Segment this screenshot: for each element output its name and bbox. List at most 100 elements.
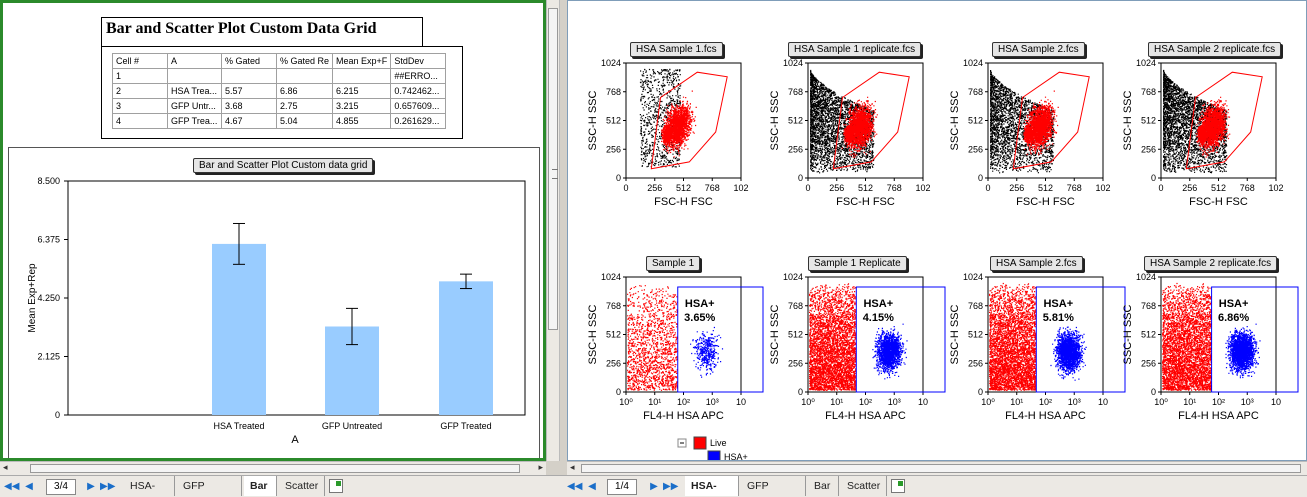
scatter-plot-fsc-ssc[interactable]: 0 256 512 768 1024 0 256 512 768 102 FSC-H FSC SSC-… [949,58,1111,208]
tab-scatter-plot[interactable]: Scatter Plot [841,476,888,496]
grid-cell[interactable]: 2 [112,83,168,99]
hsa-gate-rect[interactable] [677,286,764,393]
prev-page-icon[interactable]: ◀ [588,481,596,492]
bar[interactable] [212,243,266,415]
grid-cell[interactable]: 3 [112,98,168,114]
next-page-icon[interactable]: ▶ [650,481,658,492]
live-gate-polygon[interactable] [650,71,728,170]
grid-cell[interactable] [332,68,392,84]
grid-header-cell[interactable]: A [167,53,222,69]
grid-cell[interactable]: 6.215 [332,83,392,99]
hsa-gate-rect[interactable] [855,286,946,393]
new-page-icon[interactable] [329,479,343,493]
grid-cell[interactable] [167,68,222,84]
bar-chart-title[interactable]: Bar and Scatter Plot Custom data grid [193,158,374,173]
grid-cell[interactable]: 3.215 [332,98,392,114]
scroll-left-icon[interactable]: ◂ [3,462,8,472]
grid-header-cell[interactable]: % Gated [221,53,277,69]
scatter-plot-apc-ssc[interactable]: 0 256 512 768 1024 10⁰ 10¹ 10² 10³ 10 FL4-H HSA AP… [769,272,946,422]
plot-title-row1[interactable]: HSA Sample 1 replicate.fcs [788,42,922,57]
grid-header-cell[interactable]: Cell # [112,53,168,69]
tab-bar-plot[interactable]: Bar Plot [244,476,277,496]
data-grid-table[interactable]: Cell # A% Gated% Gated Re Mean Exp+F StdDev… [112,53,447,129]
scroll-left-icon[interactable]: ◂ [570,462,575,472]
tab-scatter-plot[interactable]: Scatter Plot [279,476,326,496]
last-page-icon[interactable]: ▶▶ [663,481,679,492]
hsa-gate-rect[interactable] [1211,286,1299,393]
grid-row[interactable]: 1 ##ERRO... [112,68,447,84]
y-axis-label: SSC-H SSC [949,304,961,364]
plot-title-row2[interactable]: Sample 1 [646,256,701,271]
last-page-icon[interactable]: ▶▶ [100,481,116,492]
grid-cell[interactable]: 0.742462... [390,83,447,99]
left-horizontal-scrollbar[interactable]: ◂ ▸ [0,461,546,475]
tab-hsa-apc-staining[interactable]: HSA-APC Staining [124,476,175,496]
bar-chart-panel[interactable]: Bar and Scatter Plot Custom data grid 0 2… [8,147,540,458]
next-page-icon[interactable]: ▶ [87,481,95,492]
population-legend[interactable]: Live HSA+ [677,436,748,461]
vertical-scroll-thumb[interactable] [548,8,558,330]
bar[interactable] [439,281,493,415]
hsa-gate-rect[interactable] [1035,286,1126,393]
grid-cell[interactable]: HSA Trea... [167,83,222,99]
grid-cell[interactable]: ##ERRO... [390,68,447,84]
grid-cell[interactable]: 4.67 [221,113,277,129]
plot-title-row2[interactable]: HSA Sample 2.fcs [990,256,1083,271]
first-page-icon[interactable]: ◀◀ [4,481,20,492]
plot-title-row1[interactable]: HSA Sample 2 replicate.fcs [1148,42,1282,57]
grid-row[interactable]: 4 GFP Trea... 4.67 5.04 4.855 0.261629... [112,113,447,129]
live-gate-polygon[interactable] [832,71,910,170]
plot-title-row1[interactable]: HSA Sample 2.fcs [992,42,1085,57]
grid-cell[interactable]: 6.86 [275,83,334,99]
grid-cell[interactable]: 4.855 [332,113,392,129]
grid-cell[interactable] [275,68,334,84]
grid-cell[interactable]: 0.657609... [390,98,447,114]
x-tick-label: GFP Treated [440,421,491,431]
tab-gfp-expression[interactable]: GFP Expression [741,476,806,496]
tab-bar-plot[interactable]: Bar Plot [808,476,840,496]
scatter-plot-apc-ssc[interactable]: 0 256 512 768 1024 10⁰ 10¹ 10² 10³ 10 FL4-H HSA AP… [949,272,1126,422]
grid-row[interactable]: 3 GFP Untr... 3.68 2.75 3.215 0.657609... [112,98,447,114]
left-layout-pane[interactable]: Bar and Scatter Plot Custom Data Grid Ce… [0,0,546,461]
first-page-icon[interactable]: ◀◀ [567,481,583,492]
grid-cell[interactable] [221,68,277,84]
grid-row[interactable]: 2 HSA Trea... 5.57 6.86 6.215 0.742462... [112,83,447,99]
grid-header-cell[interactable]: % Gated Re [275,53,334,69]
page-indicator[interactable]: 1/4 [607,479,637,495]
grid-cell[interactable]: 3.68 [221,98,277,114]
scatter-plot-fsc-ssc[interactable]: 0 256 512 768 1024 0 256 512 768 102 FSC-H FSC SSC-… [1122,58,1284,208]
tab-gfp-expression[interactable]: GFP Expression [177,476,242,496]
horizontal-scroll-thumb[interactable] [30,464,520,473]
new-page-icon[interactable] [891,479,905,493]
horizontal-scroll-thumb[interactable] [581,464,1301,473]
scroll-right-icon[interactable]: ▸ [538,462,543,472]
grid-cell[interactable]: GFP Untr... [167,98,222,114]
plot-title-row2[interactable]: HSA Sample 2 replicate.fcs [1144,256,1278,271]
pane-splitter[interactable] [560,0,567,461]
scatter-plot-apc-ssc[interactable]: 0 256 512 768 1024 10⁰ 10¹ 10² 10³ 10 FL4-H HSA AP… [1122,272,1299,422]
scatter-plot-fsc-ssc[interactable]: 0 256 512 768 1024 0 256 512 768 102 FSC-H FSC SSC-… [587,58,749,208]
grid-cell[interactable]: GFP Trea... [167,113,222,129]
right-layout-pane[interactable]: 0 256 512 768 1024 0 256 512 768 102 FSC-H FSC SSC-… [567,0,1307,461]
y-axis-label: SSC-H SSC [949,90,961,150]
scatter-plot-apc-ssc[interactable]: 0 256 512 768 1024 10⁰ 10¹ 10² 10³ 10 FL4-H HSA AP… [587,272,764,422]
grid-header-cell[interactable]: StdDev [390,53,447,69]
grid-cell[interactable]: 2.75 [275,98,334,114]
grid-header-cell[interactable]: Mean Exp+F [332,53,392,69]
plot-title-row1[interactable]: HSA Sample 1.fcs [630,42,723,57]
grid-cell[interactable]: 0.261629... [390,113,447,129]
prev-page-icon[interactable]: ◀ [25,481,33,492]
plot-title-row2[interactable]: Sample 1 Replicate [808,256,907,271]
page-indicator[interactable]: 3/4 [46,479,76,495]
grid-cell[interactable]: 5.57 [221,83,277,99]
grid-cell[interactable]: 4 [112,113,168,129]
live-gate-polygon[interactable] [1012,71,1090,170]
scatter-plot-fsc-ssc[interactable]: 0 256 512 768 1024 0 256 512 768 102 FSC-H FSC SSC-… [769,58,931,208]
grid-cell[interactable]: 5.04 [275,113,334,129]
live-gate-polygon[interactable] [1185,71,1263,170]
grid-cell[interactable]: 1 [112,68,168,84]
left-vertical-scrollbar[interactable] [546,0,560,461]
tab-hsa-apc-staining[interactable]: HSA-APC Staining [685,476,740,496]
right-horizontal-scrollbar[interactable]: ◂ [567,461,1307,475]
events-live [1023,90,1059,156]
